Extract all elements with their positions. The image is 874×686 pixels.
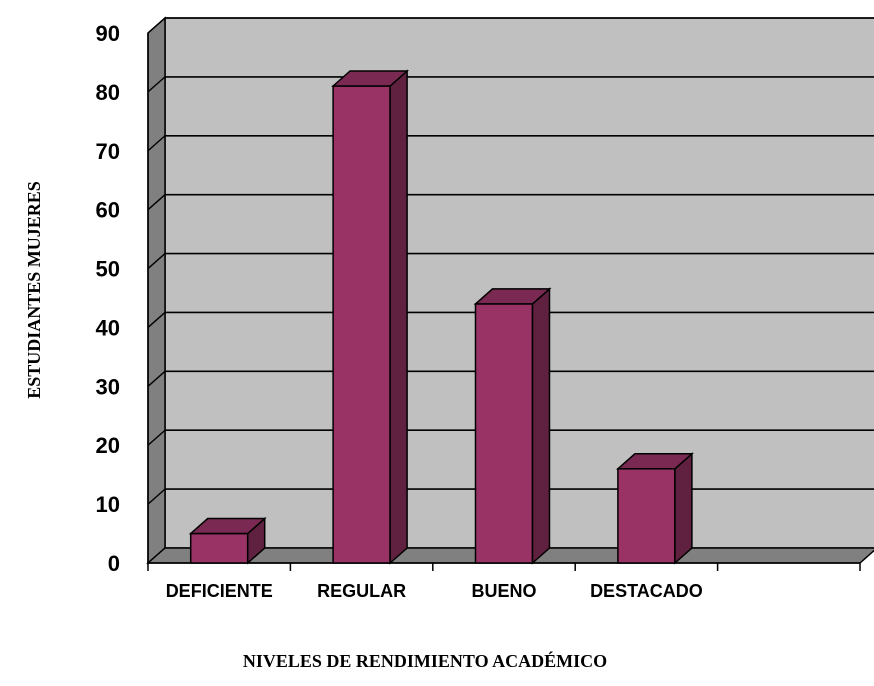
bar xyxy=(615,452,694,565)
y-tick-label: 80 xyxy=(96,80,120,105)
y-tick-label: 30 xyxy=(96,374,120,399)
bar-top xyxy=(188,517,267,535)
gridline-side xyxy=(147,429,166,446)
y-tick-label: 50 xyxy=(96,257,120,282)
y-tick-label: 0 xyxy=(108,551,120,576)
bar-front xyxy=(617,468,676,564)
x-axis-title: NIVELES DE RENDIMIENTO ACADÉMICO xyxy=(243,650,607,671)
y-tick-label: 20 xyxy=(96,433,120,458)
gridline-side xyxy=(147,370,166,387)
category-label: DEFICIENTE xyxy=(166,581,273,601)
gridline-side xyxy=(147,76,166,93)
x-tick-marks xyxy=(147,563,861,571)
y-tick-label: 70 xyxy=(96,139,120,164)
bar xyxy=(331,69,410,565)
y-tick-labels: 0 10 20 30 40 50 60 70 80 90 xyxy=(96,21,120,576)
bar-front xyxy=(332,85,391,564)
gridline-side xyxy=(147,194,166,211)
bars xyxy=(188,69,694,565)
bar-top xyxy=(473,288,552,305)
bar-front xyxy=(189,532,249,564)
y-tick-label: 60 xyxy=(96,198,120,223)
gridline-side xyxy=(147,488,166,505)
side-wall xyxy=(147,16,166,565)
gridline-side xyxy=(147,253,166,270)
gridline-side xyxy=(147,311,166,328)
gridline-side xyxy=(147,135,166,152)
category-label: DESTACADO xyxy=(590,581,703,601)
bar-side xyxy=(531,287,551,565)
bar-side xyxy=(674,452,693,565)
gridline-side xyxy=(147,17,166,34)
bar-front xyxy=(474,303,534,564)
category-label: BUENO xyxy=(471,581,536,601)
category-label: REGULAR xyxy=(317,581,406,601)
y-tick-label: 40 xyxy=(96,315,120,340)
y-tick-label: 10 xyxy=(96,492,120,517)
y-axis-title: ESTUDIANTES MUJERES xyxy=(24,181,44,399)
bar-top xyxy=(331,70,410,87)
bar-side xyxy=(389,69,408,565)
bar xyxy=(188,516,267,565)
bar-top xyxy=(615,453,694,470)
category-labels: DEFICIENTE REGULAR BUENO DESTACADO xyxy=(166,581,703,601)
y-tick-label: 90 xyxy=(96,21,120,46)
bar xyxy=(473,287,552,565)
